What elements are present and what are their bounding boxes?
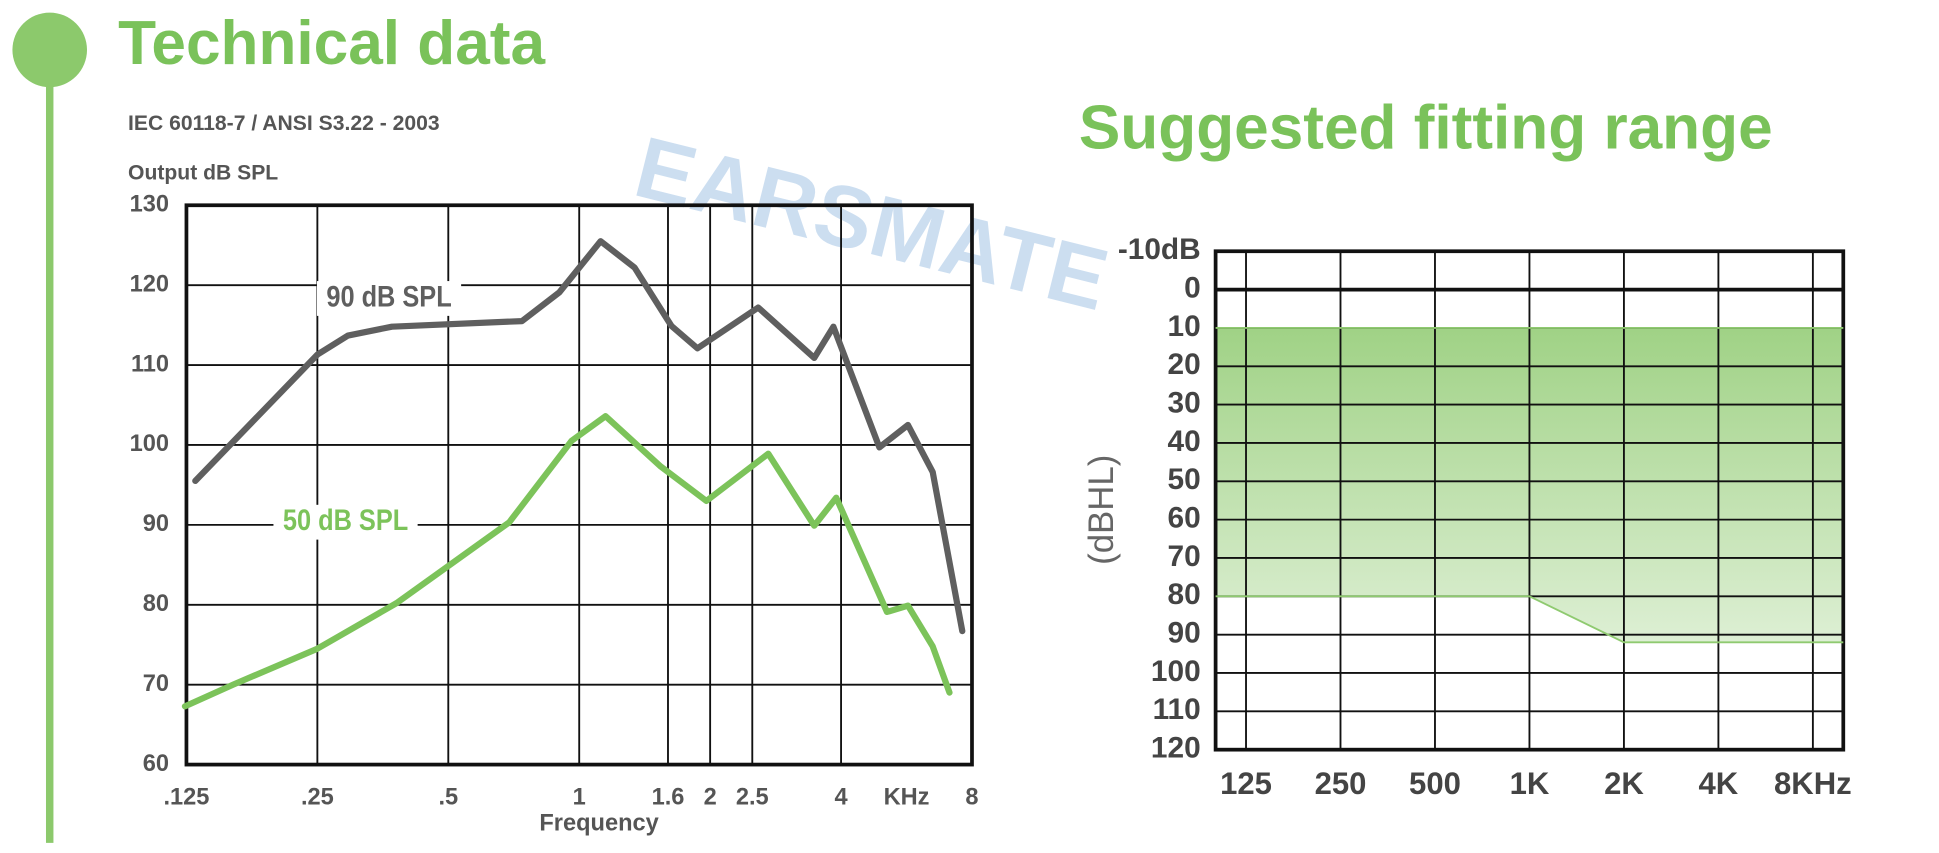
y-tick-label: -10dB xyxy=(1118,233,1201,266)
y-tick-label: 70 xyxy=(143,671,169,697)
y-tick-label: 60 xyxy=(1168,502,1201,535)
y-tick-label: 90 xyxy=(143,511,169,537)
x-tick-label: 125 xyxy=(1220,766,1272,801)
x-axis-label: Frequency xyxy=(539,810,658,836)
y-tick-label: 100 xyxy=(1151,655,1201,688)
x-tick-label: 1.6 xyxy=(652,784,685,810)
x-tick-label: 500 xyxy=(1409,766,1461,801)
x-tick-label: 8KHz xyxy=(1774,766,1852,801)
x-tick-label: 250 xyxy=(1315,766,1367,801)
y-axis-label: Output dB SPL xyxy=(128,162,278,185)
x-tick-label: 4 xyxy=(834,784,847,810)
y-tick-label: 90 xyxy=(1168,617,1201,650)
y-tick-label: 30 xyxy=(1168,386,1201,419)
y-tick-label: 10 xyxy=(1168,310,1201,343)
series-label-bg xyxy=(316,281,462,316)
plot-frame xyxy=(184,203,974,767)
series-label: 50 dB SPL xyxy=(283,503,408,536)
y-tick-label: 80 xyxy=(1168,578,1201,611)
x-tick-label: 2 xyxy=(704,784,717,810)
y-tick-label: 80 xyxy=(143,591,169,617)
data-line xyxy=(181,413,953,710)
y-axis-label: (dBHL) xyxy=(1082,455,1121,565)
x-tick-label: .25 xyxy=(301,784,334,810)
x-tick-label: 2.5 xyxy=(736,784,769,810)
y-tick-label: 50 xyxy=(1168,463,1201,496)
y-tick-label: 60 xyxy=(143,751,169,777)
y-tick-label: 110 xyxy=(131,351,169,377)
y-tick-label: 130 xyxy=(130,191,169,217)
y-tick-label: 70 xyxy=(1168,540,1201,573)
series-label: 90 dB SPL xyxy=(326,279,451,312)
watermark: EARSMATE xyxy=(626,118,1117,329)
band-lower-edge xyxy=(1215,595,1844,644)
x-tick-label: 2K xyxy=(1604,766,1644,801)
x-tick-label: .5 xyxy=(438,784,458,810)
plot-frame xyxy=(1213,249,1846,752)
chart-title: Suggested fitting range xyxy=(1079,93,1773,162)
y-tick-label: 100 xyxy=(130,431,169,457)
data-line xyxy=(192,238,966,635)
y-tick-label: 110 xyxy=(1153,693,1201,726)
chart-subtitle: IEC 60118-7 / ANSI S3.22 - 2003 xyxy=(128,112,440,135)
y-tick-label: 0 xyxy=(1184,271,1201,304)
x-unit-label: KHz xyxy=(884,784,930,810)
x-tick-label: .125 xyxy=(163,784,209,810)
x-tick-label: 1 xyxy=(573,784,586,810)
x-tick-label: 8 xyxy=(965,784,978,810)
y-tick-label: 120 xyxy=(130,271,169,297)
y-tick-label: 40 xyxy=(1168,425,1201,458)
x-tick-label: 1K xyxy=(1510,766,1550,801)
series-label-bg xyxy=(273,504,418,540)
y-tick-label: 20 xyxy=(1168,348,1201,381)
x-tick-label: 4K xyxy=(1699,766,1739,801)
chart-title: Technical data xyxy=(118,9,545,78)
y-tick-label: 120 xyxy=(1151,732,1201,765)
